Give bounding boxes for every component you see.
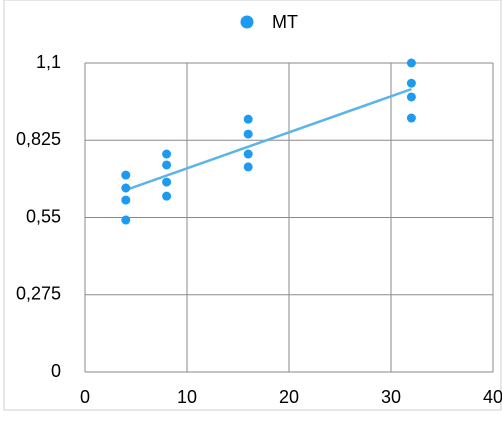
legend-marker	[240, 15, 254, 29]
chart-frame	[3, 0, 502, 411]
point	[162, 149, 172, 159]
trend-line	[125, 87, 412, 192]
point	[406, 78, 416, 88]
point	[162, 177, 172, 187]
y-tick-label: 1,1	[36, 52, 61, 72]
legend-label: MT	[272, 12, 298, 32]
point	[121, 195, 131, 205]
point	[243, 129, 253, 139]
y-tick-label: 0	[51, 361, 61, 381]
point	[406, 113, 416, 123]
point	[121, 215, 131, 225]
point	[243, 149, 253, 159]
point	[406, 58, 416, 68]
y-tick-label: 0,825	[16, 129, 61, 149]
x-tick-label: 20	[279, 387, 299, 407]
y-tick-label: 0,275	[16, 284, 61, 304]
point	[162, 191, 172, 201]
point	[121, 183, 131, 193]
x-tick-label: 30	[381, 387, 401, 407]
point	[406, 92, 416, 102]
y-tick-label: 0,55	[26, 206, 61, 226]
point	[121, 170, 131, 180]
point	[243, 114, 253, 124]
x-tick-label: 40	[483, 387, 502, 407]
x-tick-label: 10	[177, 387, 197, 407]
x-tick-label: 0	[80, 387, 90, 407]
point	[243, 162, 253, 172]
point	[162, 160, 172, 170]
